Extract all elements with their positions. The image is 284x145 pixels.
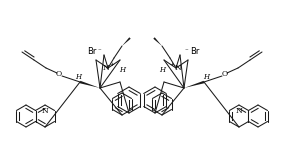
Text: H: H bbox=[159, 66, 165, 74]
Polygon shape bbox=[122, 37, 131, 46]
Text: N: N bbox=[236, 107, 242, 115]
Text: H: H bbox=[203, 73, 209, 81]
Text: N: N bbox=[175, 64, 181, 72]
Text: N: N bbox=[42, 107, 48, 115]
Text: ⁻: ⁻ bbox=[98, 48, 102, 54]
Text: O: O bbox=[56, 70, 62, 78]
Polygon shape bbox=[184, 81, 204, 88]
Text: Br: Br bbox=[87, 48, 96, 57]
Text: H: H bbox=[75, 73, 81, 81]
Polygon shape bbox=[153, 37, 162, 46]
Polygon shape bbox=[80, 81, 100, 88]
Text: ⁻: ⁻ bbox=[184, 48, 188, 54]
Text: N: N bbox=[103, 64, 109, 72]
Text: Br: Br bbox=[190, 48, 199, 57]
Text: H: H bbox=[119, 66, 125, 74]
Text: +: + bbox=[170, 61, 174, 67]
Text: O: O bbox=[222, 70, 228, 78]
Text: +: + bbox=[110, 61, 114, 67]
